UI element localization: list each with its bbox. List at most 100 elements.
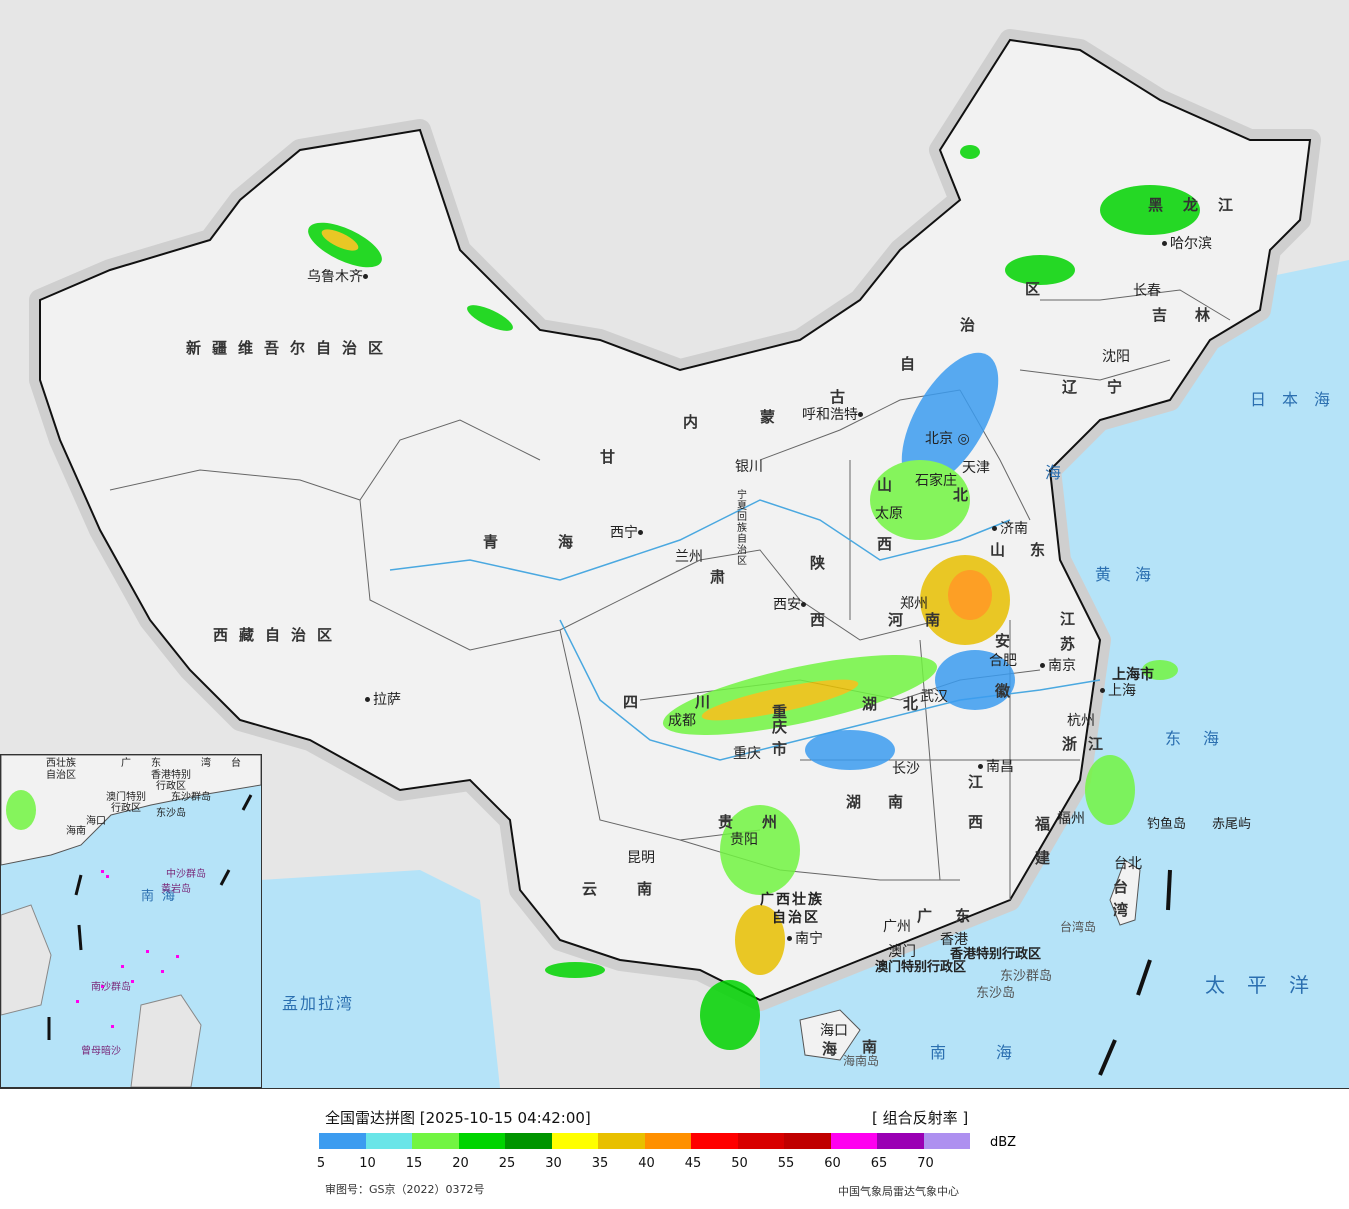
region-yunnan-2: 南 (637, 880, 664, 898)
city-hongkong[interactable]: 香港 (940, 933, 968, 947)
inset-label-hk-2: 行政区 (156, 781, 186, 792)
credit: 中国气象局雷达气象中心 (838, 1185, 959, 1198)
scale-tick: 70 (917, 1156, 934, 1171)
region-fujian-1: 福 (1035, 815, 1062, 833)
city-hohhot-label: 呼和浩特 (802, 407, 858, 423)
region-zhejiang: 浙江 (1062, 735, 1115, 753)
sea-south: 南海 (930, 1043, 1063, 1062)
approval-number: 审图号：GS京（2022）0372号 (325, 1183, 485, 1196)
city-changchun[interactable]: 长春 (1133, 284, 1161, 298)
city-wuhan[interactable]: 武汉 (920, 690, 948, 704)
scale-cell (412, 1133, 459, 1149)
city-taiyuan-label: 太原 (875, 506, 903, 522)
city-haikou[interactable]: 海口 (820, 1024, 848, 1038)
sea-bengal: 孟加拉湾 (282, 994, 355, 1013)
city-xian[interactable]: 西安 (773, 598, 809, 612)
region-jiangsu-1: 江 (1060, 610, 1087, 628)
city-nanjing[interactable]: 南京 (1040, 659, 1076, 673)
region-jiangxi-2: 西 (968, 813, 995, 831)
city-xining[interactable]: 西宁 (610, 526, 646, 540)
city-nanchang[interactable]: 南昌 (978, 760, 1014, 774)
city-yinchuan[interactable]: 银川 (735, 460, 763, 474)
scale-cell (784, 1133, 831, 1149)
radar-map[interactable]: 新疆维吾尔自治区 西藏自治区 青海 甘 肃 内 蒙 古 自 治 区 黑龙江 吉林… (0, 0, 1349, 1088)
city-zhengzhou[interactable]: 郑州 (900, 597, 928, 611)
city-hangzhou-label: 杭州 (1067, 713, 1095, 729)
city-shijiazhuang[interactable]: 石家庄 (915, 474, 957, 488)
color-scale (319, 1133, 970, 1149)
city-nanchang-label: 南昌 (986, 759, 1014, 775)
city-wuhan-label: 武汉 (920, 689, 948, 705)
city-lanzhou[interactable]: 兰州 (675, 550, 703, 564)
south-china-sea-inset[interactable]: 西壮族 自治区 广 东 湾 台 香港特别 行政区 澳门特别 行政区 东沙群岛 东… (0, 754, 262, 1088)
city-fuzhou-label: 福州 (1057, 811, 1085, 827)
region-inner-mongolia-1: 内 (683, 413, 710, 431)
region-gansu: 甘 (600, 448, 627, 466)
city-nanning[interactable]: 南宁 (787, 932, 823, 946)
city-nanning-label: 南宁 (795, 931, 823, 947)
city-lhasa[interactable]: 拉萨 (365, 693, 401, 707)
city-shanghai[interactable]: 上海 (1100, 684, 1136, 698)
scale-tick: 15 (405, 1156, 423, 1171)
region-shanxi-2: 西 (877, 535, 904, 553)
region-shaanxi-1: 陕 (810, 554, 837, 572)
region-jilin: 吉林 (1152, 306, 1239, 324)
scale-cell (458, 1133, 505, 1149)
city-chongqing[interactable]: 重庆 (733, 747, 761, 761)
city-kunming[interactable]: 昆明 (627, 851, 655, 865)
region-henan-1: 河 (888, 611, 915, 629)
scale-cell (644, 1133, 691, 1149)
city-hohhot[interactable]: 呼和浩特 (802, 408, 866, 422)
city-tianjin[interactable]: 天津 (962, 461, 990, 475)
region-yunnan-1: 云 (582, 880, 609, 898)
region-guangdong-1: 广 (917, 907, 944, 925)
sea-east: 东海 (1165, 729, 1242, 748)
inset-islands (76, 870, 179, 1028)
city-urumqi-label: 乌鲁木齐 (307, 269, 363, 285)
scale-tick: 60 (824, 1156, 841, 1171)
city-fuzhou[interactable]: 福州 (1057, 812, 1085, 826)
scale-tick: 35 (591, 1156, 609, 1171)
city-nanjing-label: 南京 (1048, 658, 1076, 674)
city-zhengzhou-label: 郑州 (900, 596, 928, 612)
inset-label-zengmu: 曾母暗沙 (81, 1046, 121, 1057)
legend-panel: 全国雷达拼图 [2025-10-15 04:42:00] [ 组合反射率 ] d… (0, 1088, 1349, 1209)
city-shanghai-dot (1100, 688, 1105, 693)
scale-tick: 45 (684, 1156, 702, 1171)
region-inner-mongolia-4: 自 (900, 355, 927, 373)
island-dongsha: 东沙岛 (976, 986, 1016, 1001)
inset-label-dongsha-group: 东沙群岛 (171, 792, 211, 803)
region-shandong-1: 山 (990, 541, 1017, 559)
city-taipei[interactable]: 台北 (1114, 857, 1142, 871)
city-jinan[interactable]: 济南 (992, 522, 1028, 536)
city-haikou-label: 海口 (820, 1023, 848, 1039)
city-changsha[interactable]: 长沙 (892, 762, 920, 776)
inset-label-nansha: 南沙群岛 (91, 982, 131, 993)
city-taiyuan[interactable]: 太原 (875, 507, 903, 521)
region-ningxia: 宁夏回族自治区 (737, 490, 747, 567)
region-liaoning: 辽宁 (1062, 378, 1153, 396)
city-hefei[interactable]: 合肥 (989, 654, 1017, 668)
city-shenyang-label: 沈阳 (1102, 349, 1130, 365)
city-harbin-label: 哈尔滨 (1170, 236, 1212, 252)
island-chiwei: 赤尾屿 (1212, 817, 1252, 832)
city-chengdu[interactable]: 成都 (668, 714, 696, 728)
city-hangzhou[interactable]: 杭州 (1067, 714, 1095, 728)
bengal-area (260, 870, 500, 1088)
city-nanchang-dot (978, 764, 983, 769)
city-shenyang[interactable]: 沈阳 (1102, 350, 1130, 364)
city-guiyang[interactable]: 贵阳 (730, 833, 758, 847)
city-guangzhou[interactable]: 广州 (883, 920, 911, 934)
region-guangdong-2: 东 (955, 907, 982, 925)
region-guangxi-2: 自治区 (772, 910, 820, 926)
scale-cell (830, 1133, 877, 1149)
city-harbin[interactable]: 哈尔滨 (1162, 237, 1212, 251)
city-shanghai-label: 上海 (1108, 683, 1136, 699)
scale-cell (877, 1133, 924, 1149)
city-urumqi[interactable]: 乌鲁木齐 (307, 270, 371, 284)
region-taiwan-1: 台 (1113, 878, 1140, 896)
city-macao[interactable]: 澳门 (888, 945, 916, 959)
city-hefei-label: 合肥 (989, 653, 1017, 669)
capital-icon: ◎ (953, 431, 970, 447)
city-beijing[interactable]: 北京 ◎ (925, 432, 970, 446)
